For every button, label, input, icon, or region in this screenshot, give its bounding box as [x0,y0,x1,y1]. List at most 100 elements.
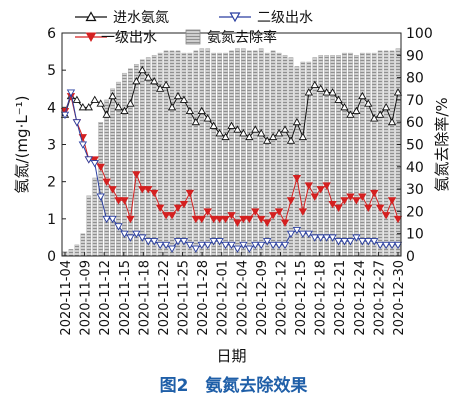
x-tick-label: 2020-11-04 [59,260,74,336]
influent-point [310,80,319,89]
secondary-effluent-point [268,241,278,250]
secondary-effluent-point [179,238,189,246]
primary-effluent-point [155,204,165,212]
legend-label-influent: 进水氨氮 [113,10,169,26]
primary-effluent-point [268,212,278,220]
primary-effluent-point [227,212,236,220]
primary-effluent-point [393,215,403,224]
primary-effluent-point [340,197,349,205]
primary-effluent-point [358,193,367,201]
primary-effluent-point [334,204,343,212]
ammonia-lines [60,65,403,253]
x-tick-label: 2020-11-12 [98,260,113,336]
primary-effluent-point [173,204,183,212]
removal-rate-bar [175,50,181,257]
removal-rate-bar [395,48,401,257]
influent-point [96,99,105,107]
x-tick-label: 2020-12-24 [353,260,368,336]
primary-effluent-point [239,215,248,224]
secondary-effluent-point [191,245,200,253]
primary-effluent-point [102,178,111,186]
right-y-tick-label: 60 [406,115,424,131]
secondary-effluent-point [370,238,379,246]
primary-effluent-point [150,189,159,198]
primary-effluent-point [274,208,284,216]
x-tick-label: 2020-12-09 [255,260,270,336]
secondary-effluent-point [96,193,105,201]
secondary-effluent-point [78,141,88,149]
primary-effluent-point [298,208,308,216]
influent-point [197,106,206,115]
right-y-tick-label: 50 [406,138,424,154]
x-tick-label: 2020-12-18 [314,260,329,336]
removal-rate-bar [151,55,157,257]
influent-point [132,77,141,85]
primary-effluent-point [221,215,230,224]
x-tick-label: 2020-12-12 [274,260,289,336]
secondary-effluent-point [334,238,343,246]
secondary-effluent-point [358,238,367,246]
removal-rate-bar [258,48,264,257]
influent-point [292,117,302,126]
legend: 进水氨氮 二级出水 一级出水 氨氮去除率 [75,10,313,46]
influent-point [393,88,403,96]
removal-rate-bar [86,195,92,257]
secondary-effluent-point [197,241,206,250]
legend-entry-removal-rate: 氨氮去除率 [185,29,277,46]
right-y-tick-label: 80 [406,71,424,87]
primary-effluent-point [352,197,361,205]
influent-point [144,73,153,81]
right-y-tick-label: 30 [406,182,424,198]
secondary-effluent-point [209,238,218,246]
left-y-tick-label: 3 [47,138,56,154]
primary-effluent-point [132,171,141,179]
secondary-effluent-point [126,234,135,242]
right-y-tick-label: 10 [406,227,424,243]
primary-effluent-point [179,200,189,209]
influent-point [90,95,99,103]
x-tick-label: 2020-12-30 [392,260,407,336]
secondary-effluent-point [221,241,230,250]
influent-point [233,125,242,133]
removal-rate-bar [229,50,234,257]
influent-point [340,103,349,111]
secondary-effluent-point [233,245,242,253]
influent-point [114,103,123,111]
removal-rate-bar [217,52,222,257]
primary-effluent-point [215,215,224,224]
primary-effluent-point [120,197,129,205]
left-y-tick-label: 1 [47,212,56,228]
secondary-effluent-point [144,238,153,246]
influent-point [72,95,82,103]
removal-rate-bar [359,52,365,257]
primary-effluent-point [292,174,302,183]
secondary-effluent-point [66,89,76,97]
legend-entry-secondary: 二级出水 [219,10,313,26]
removal-rate-bar [270,50,276,257]
removal-rate-bar [68,249,74,257]
primary-effluent-point [197,215,206,224]
x-tick-label: 2020-11-15 [118,260,133,336]
secondary-effluent-point [375,241,385,250]
primary-effluent-point [375,204,385,212]
removal-rate-bar [157,52,163,257]
removal-rate-bar [365,52,371,257]
removal-rate-bar [145,57,151,257]
influent-point [203,114,212,122]
secondary-effluent-point [114,223,123,231]
primary-effluent-point [233,219,242,227]
influent-point [251,125,260,133]
removal-rate-bar [187,52,193,257]
primary-effluent-point [346,193,355,201]
influent-point [280,125,290,133]
x-tick-label: 2020-11-09 [79,260,94,336]
removal-rate-bar [134,64,139,257]
x-tick-label: 2020-12-21 [333,260,348,336]
removal-rate-bar [92,177,98,257]
secondary-effluent-point [138,234,147,242]
right-y-tick-label: 0 [406,249,415,265]
influent-point [84,103,93,111]
removal-rate-bar [336,55,341,257]
secondary-effluent-point [387,241,397,250]
